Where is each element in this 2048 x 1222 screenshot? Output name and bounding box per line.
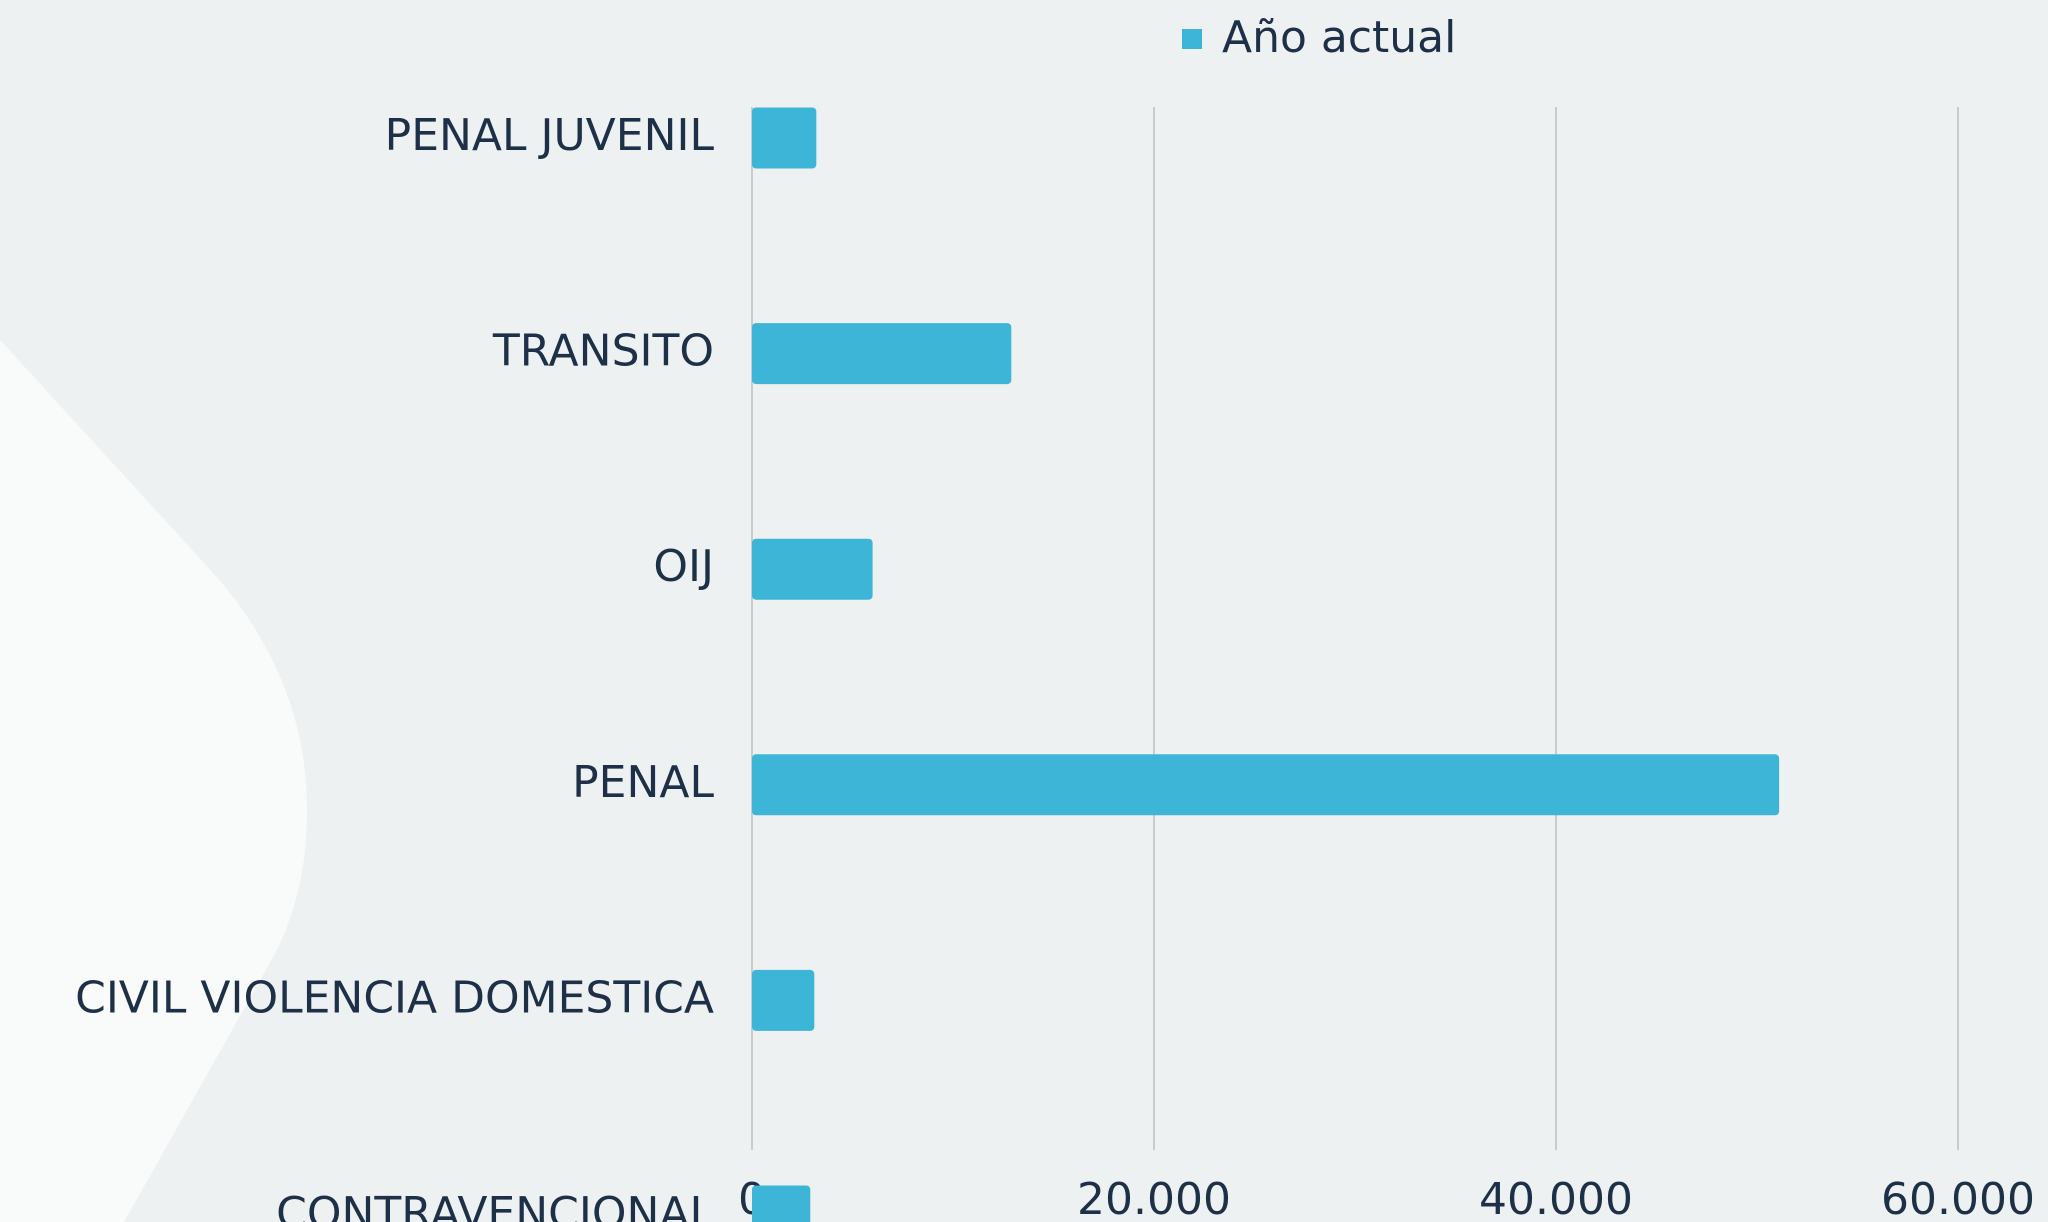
- y-tick-label: PENAL JUVENIL: [385, 110, 715, 161]
- y-tick-label: CONTRAVENCIONAL: [276, 1188, 714, 1222]
- y-tick-label: CIVIL VIOLENCIA DOMESTICA: [75, 972, 714, 1023]
- bar: [752, 107, 817, 169]
- y-tick-label: OIJ: [653, 541, 714, 592]
- y-tick-label: TRANSITO: [492, 326, 714, 377]
- x-tick-label: 20.000: [1077, 1174, 1231, 1222]
- bar: [752, 969, 815, 1031]
- x-tick-label: 60.000: [1881, 1174, 2035, 1222]
- legend-swatch: [1182, 29, 1202, 49]
- y-tick-label: PENAL: [572, 757, 714, 808]
- decor-shape: [0, 340, 307, 1222]
- bar: [752, 754, 1780, 816]
- bar: [752, 538, 873, 600]
- bar: [752, 323, 1012, 385]
- x-tick-label: 40.000: [1479, 1174, 1633, 1222]
- bar: [752, 1185, 811, 1222]
- legend-label: Año actual: [1222, 12, 1456, 63]
